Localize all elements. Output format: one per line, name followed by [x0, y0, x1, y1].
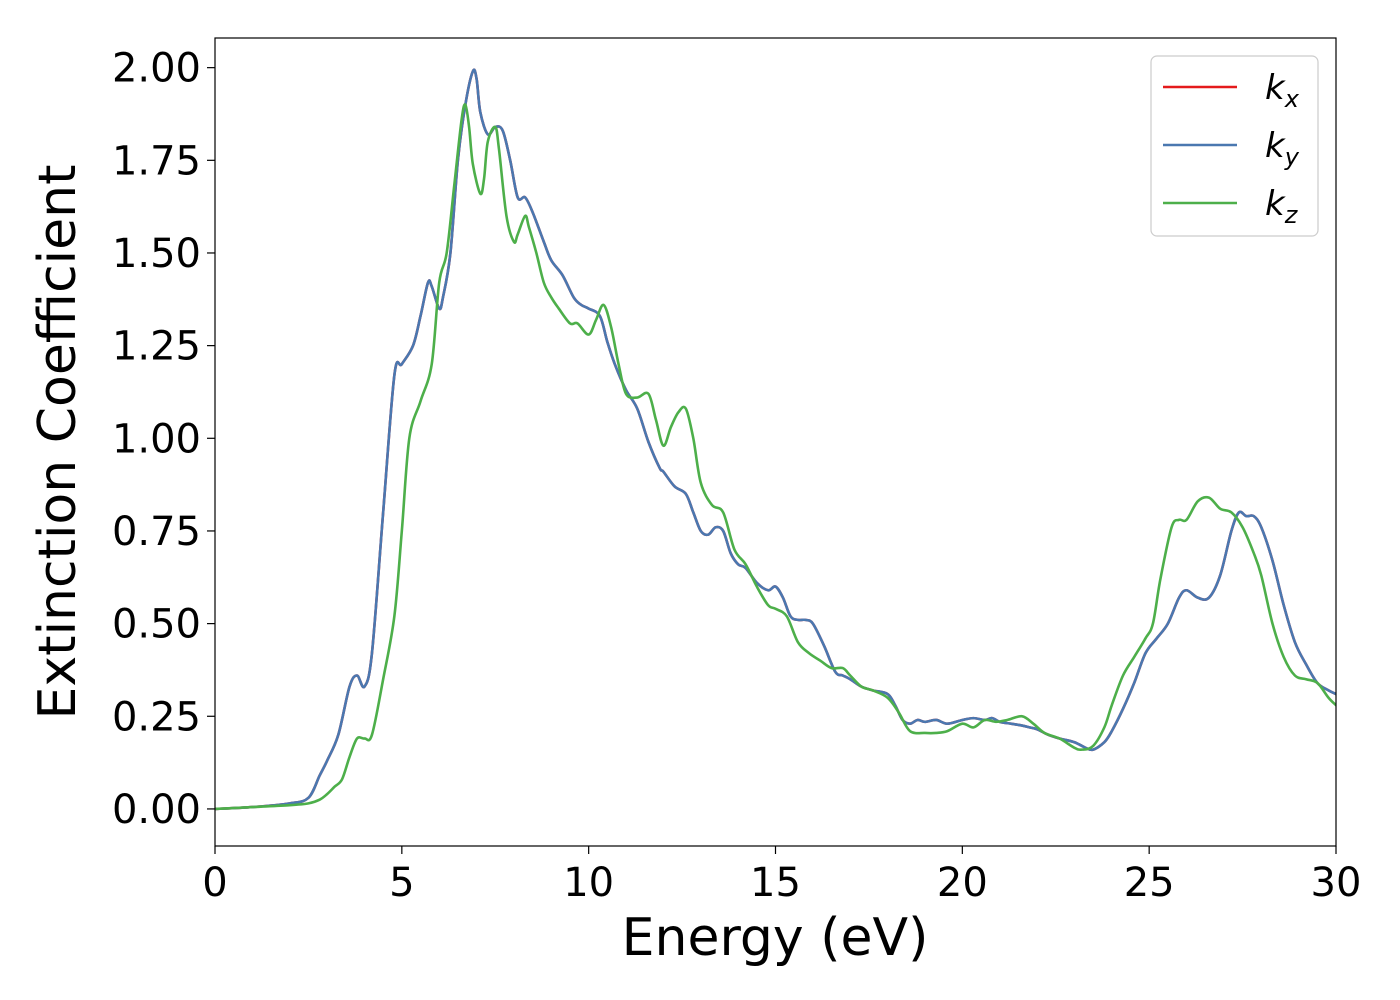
y-tick-label: 1.75 — [112, 138, 201, 184]
y-tick-label: 1.00 — [112, 416, 201, 462]
x-axis-title: Energy (eV) — [622, 908, 929, 968]
x-tick-label: 20 — [937, 860, 988, 906]
y-axis: 0.00 0.25 0.50 0.75 1.00 1.25 1.50 1.75 2.00 — [112, 46, 215, 833]
y-tick-label: 2.00 — [112, 46, 201, 92]
y-tick-label: 1.50 — [112, 231, 201, 277]
series-layer — [215, 68, 1336, 811]
x-tick-label: 15 — [750, 860, 801, 906]
y-tick-label: 0.50 — [112, 602, 201, 648]
legend: kx ky kz — [1150, 55, 1319, 237]
series-line-kz — [215, 103, 1336, 811]
x-tick-label: 30 — [1311, 860, 1362, 906]
x-tick-label: 10 — [563, 860, 614, 906]
series-line-ky — [215, 68, 1336, 811]
x-tick-label: 5 — [389, 860, 414, 906]
x-tick-label: 0 — [202, 860, 227, 906]
y-tick-label: 1.25 — [112, 324, 201, 370]
y-axis-title: Extinction Coefficient — [28, 165, 88, 720]
y-tick-label: 0.25 — [112, 694, 201, 740]
legend-label-ky: ky — [1265, 126, 1300, 171]
legend-label-kz: kz — [1265, 184, 1299, 229]
x-tick-label: 25 — [1124, 860, 1175, 906]
x-axis: 0 5 10 15 20 25 30 — [202, 846, 1361, 906]
y-tick-label: 0.00 — [112, 787, 201, 833]
y-tick-label: 0.75 — [112, 509, 201, 555]
legend-label-kx: kx — [1265, 68, 1300, 113]
